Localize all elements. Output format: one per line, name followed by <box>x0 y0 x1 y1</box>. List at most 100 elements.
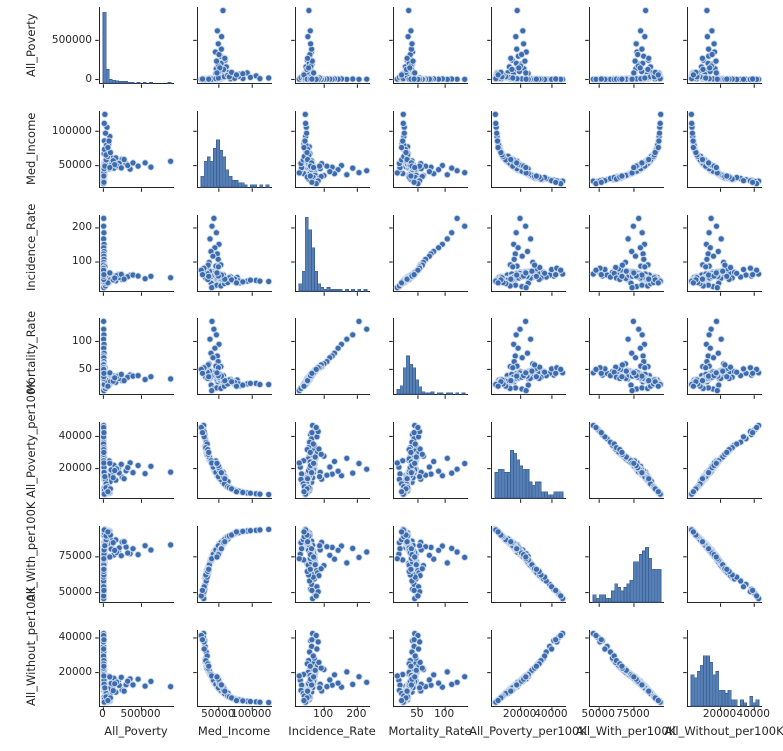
scatter-panel-Incidence_Rate-vs-All_Without_per100K <box>683 214 763 296</box>
scatter-plot <box>585 6 665 88</box>
histogram <box>291 216 368 296</box>
y-tick-label: 500000 <box>51 33 92 46</box>
scatter-plot <box>291 110 371 192</box>
scatter-panel-Mortality_Rate-vs-All_Poverty <box>95 318 175 400</box>
scatter-panel-Mortality_Rate-vs-Incidence_Rate <box>291 318 371 400</box>
scatter-panel-Med_Income-vs-All_Without_per100K <box>683 110 763 192</box>
scatter-panel-All_Poverty_per100K-vs-Med_Income <box>193 422 273 503</box>
scatter-plot <box>389 422 469 503</box>
scatter-plot <box>585 422 665 503</box>
scatter-plot <box>95 214 175 296</box>
x-tick-label: 20000 <box>502 708 537 720</box>
x-axis-title: All_Poverty <box>104 724 168 738</box>
scatter-plot <box>683 422 763 503</box>
scatter-panel-All_Poverty-vs-Incidence_Rate <box>291 6 371 88</box>
diag-histogram-All_Without_per100K <box>683 629 762 711</box>
x-axis-title: All_With_per100K <box>575 724 677 738</box>
histogram <box>487 436 564 503</box>
scatter-plot <box>95 318 175 400</box>
scatter-panel-All_Poverty_per100K-vs-All_Without_per100K <box>683 422 763 503</box>
scatter-panel-All_Without_per100K-vs-All_Poverty <box>95 629 175 711</box>
x-tick-label: 100 <box>434 708 455 720</box>
x-tick-label: 50000 <box>581 708 615 720</box>
scatter-plot <box>585 318 665 400</box>
scatter-plot <box>683 214 763 296</box>
y-tick-label: 40000 <box>58 430 92 443</box>
x-tick-label: 0 <box>99 708 106 720</box>
diag-histogram-All_Poverty <box>95 7 174 88</box>
scatter-panel-All_With_per100K-vs-All_Without_per100K <box>683 525 763 607</box>
scatter-panel-All_With_per100K-vs-All_Poverty_per100K <box>487 525 567 607</box>
scatter-panel-Med_Income-vs-All_With_per100K <box>585 110 665 192</box>
scatter-plot <box>193 6 273 88</box>
scatter-plot <box>585 110 665 192</box>
diag-histogram-Incidence_Rate <box>291 214 370 296</box>
scatter-plot <box>291 525 371 607</box>
scatter-plot <box>291 6 371 88</box>
scatter-plot <box>389 6 469 88</box>
y-axis-title: All_Without_per100K <box>24 586 38 706</box>
scatter-panel-All_Poverty_per100K-vs-Mortality_Rate <box>389 422 469 503</box>
scatter-plot <box>389 525 469 607</box>
scatter-panel-All_With_per100K-vs-Mortality_Rate <box>389 525 469 607</box>
scatter-plot <box>585 629 665 711</box>
x-tick-label: 50 <box>410 708 424 720</box>
y-axis-title: Incidence_Rate <box>24 203 38 291</box>
scatter-plot <box>683 110 763 192</box>
scatter-panel-Incidence_Rate-vs-All_Poverty <box>95 214 175 296</box>
scatter-plot <box>389 110 469 192</box>
y-axis-title: Med_Income <box>24 112 38 185</box>
x-axis-title: All_Without_per100K <box>664 724 783 738</box>
scatter-plot <box>193 629 273 711</box>
scatter-plot <box>683 525 763 607</box>
scatter-panel-Med_Income-vs-All_Poverty_per100K <box>487 110 567 192</box>
y-tick-label: 100000 <box>51 124 92 137</box>
scatter-panel-All_With_per100K-vs-Med_Income <box>193 525 273 607</box>
scatter-panel-All_With_per100K-vs-All_Poverty <box>95 525 175 607</box>
x-axis-title: Incidence_Rate <box>288 724 376 738</box>
x-tick-label: 100000 <box>231 708 272 720</box>
x-tick-label: 40000 <box>534 708 568 720</box>
scatter-panel-All_Without_per100K-vs-All_With_per100K <box>585 629 665 711</box>
scatter-panel-Incidence_Rate-vs-All_Poverty_per100K <box>487 214 567 296</box>
x-tick-label: 40000 <box>736 708 770 720</box>
x-tick-label: 500000 <box>120 708 161 720</box>
x-tick-label: 75000 <box>616 708 650 720</box>
scatter-panel-All_Without_per100K-vs-All_Poverty_per100K <box>487 629 567 711</box>
x-tick-label: 200 <box>346 708 367 720</box>
scatter-panel-All_Without_per100K-vs-Incidence_Rate <box>291 629 371 711</box>
scatter-panel-All_Poverty-vs-All_With_per100K <box>585 6 665 88</box>
scatter-plot <box>389 629 469 711</box>
y-tick-label: 20000 <box>58 462 92 475</box>
scatter-plot <box>95 525 175 607</box>
y-tick-label: 100 <box>71 335 92 348</box>
scatter-plot <box>95 422 175 503</box>
scatter-plot <box>487 110 567 192</box>
histogram <box>193 130 270 192</box>
scatter-panel-Incidence_Rate-vs-Mortality_Rate <box>389 214 469 296</box>
y-tick-label: 50000 <box>58 586 92 599</box>
scatter-panel-Incidence_Rate-vs-All_With_per100K <box>585 214 665 296</box>
scatter-plot <box>389 214 469 296</box>
scatter-panel-All_Poverty_per100K-vs-All_Poverty <box>95 422 175 503</box>
x-tick-label: 100 <box>313 708 334 720</box>
scatter-plot <box>487 6 567 88</box>
y-tick-label: 20000 <box>58 665 92 678</box>
histogram <box>585 546 662 607</box>
y-axis-title: All_Poverty_per100K <box>24 380 38 499</box>
scatter-plot <box>487 214 567 296</box>
scatter-plot <box>487 318 567 400</box>
histogram <box>95 11 172 88</box>
diag-histogram-All_Poverty_per100K <box>487 422 566 503</box>
scatter-panel-All_Poverty-vs-Med_Income <box>193 6 273 88</box>
scatter-plot <box>291 422 371 503</box>
scatter-plot <box>193 525 273 607</box>
y-tick-label: 40000 <box>58 631 92 644</box>
scatter-panel-All_Poverty-vs-All_Poverty_per100K <box>487 6 567 88</box>
scatter-plot <box>291 318 371 400</box>
y-tick-label: 75000 <box>58 550 92 563</box>
histogram <box>389 341 466 400</box>
x-tick-label: 50000 <box>201 708 235 720</box>
scatter-panel-Incidence_Rate-vs-Med_Income <box>193 214 273 296</box>
x-axis-title: Mortality_Rate <box>388 724 472 738</box>
